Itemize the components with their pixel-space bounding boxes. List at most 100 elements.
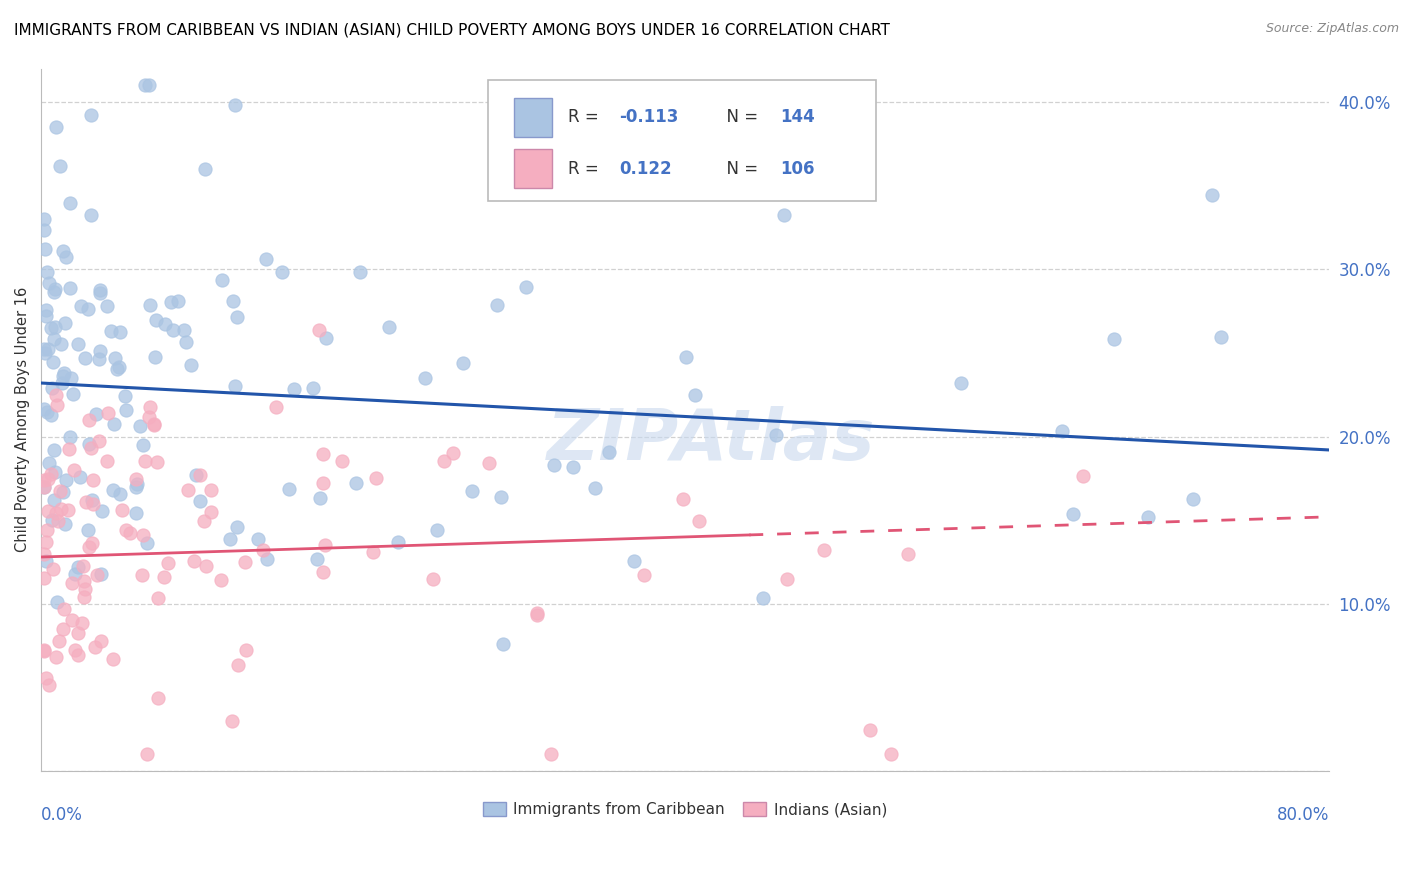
Point [139, 400, 162, 414]
Point [52, 622, 75, 636]
Point [39, 321, 62, 335]
Point [77, 413, 100, 427]
Point [38, 276, 60, 290]
Point [177, 483, 200, 497]
Point [540, 747, 562, 762]
Point [136, 747, 159, 762]
Point [39, 408, 62, 422]
Point [86, 567, 108, 582]
Point [42, 562, 65, 576]
Point [200, 505, 222, 519]
Point [60, 576, 83, 591]
Text: N =: N = [716, 108, 763, 127]
Point [35, 405, 58, 419]
Point [124, 472, 146, 486]
FancyBboxPatch shape [513, 149, 553, 188]
Point [35, 671, 58, 685]
Point [77, 437, 100, 451]
Point [349, 265, 371, 279]
Point [1136, 509, 1159, 524]
Point [330, 454, 353, 468]
Point [441, 446, 464, 460]
Point [526, 608, 548, 623]
Point [226, 520, 249, 534]
Point [72, 559, 94, 574]
Point [45, 506, 67, 520]
Point [413, 371, 436, 385]
Point [224, 378, 246, 392]
Point [247, 532, 270, 546]
Point [118, 525, 141, 540]
Point [159, 294, 181, 309]
Point [195, 559, 218, 574]
Point [688, 514, 710, 528]
Point [132, 438, 155, 452]
Point [478, 457, 501, 471]
Point [543, 458, 565, 472]
Point [683, 388, 706, 402]
Point [46, 398, 69, 412]
Point [66, 626, 89, 640]
Point [315, 330, 337, 344]
Point [125, 480, 148, 494]
Point [70, 616, 93, 631]
Point [312, 475, 335, 490]
Point [950, 376, 973, 391]
Point [34, 571, 56, 585]
Point [91, 503, 114, 517]
Text: ZIPAtlas: ZIPAtlas [547, 407, 875, 475]
Point [218, 532, 240, 546]
Point [34, 480, 56, 494]
Point [42, 332, 65, 346]
Point [633, 568, 655, 582]
Point [309, 491, 332, 505]
Point [48, 634, 70, 648]
Point [45, 595, 67, 609]
Point [75, 351, 97, 365]
Point [307, 551, 329, 566]
Point [1052, 424, 1074, 438]
Point [283, 382, 305, 396]
Point [34, 644, 56, 658]
Point [180, 359, 202, 373]
Point [42, 355, 65, 369]
Point [51, 376, 73, 390]
Point [426, 523, 449, 537]
Point [772, 208, 794, 222]
Point [153, 570, 176, 584]
Point [136, 536, 159, 550]
Point [53, 516, 76, 531]
Point [80, 492, 103, 507]
Point [489, 491, 512, 505]
Point [200, 483, 222, 498]
Point [89, 286, 111, 301]
Point [77, 301, 100, 316]
Point [80, 209, 103, 223]
Point [110, 486, 132, 500]
Point [62, 386, 84, 401]
Text: R =: R = [568, 160, 603, 178]
Point [73, 574, 96, 589]
Point [311, 565, 333, 579]
Point [578, 153, 600, 168]
Point [433, 454, 456, 468]
Point [100, 324, 122, 338]
Point [188, 467, 211, 482]
Point [134, 78, 156, 93]
Point [56, 503, 79, 517]
Point [167, 294, 190, 309]
Point [562, 460, 585, 475]
Point [143, 417, 166, 431]
Point [89, 434, 111, 448]
Point [583, 481, 606, 495]
Point [598, 444, 620, 458]
Point [221, 714, 243, 729]
Point [41, 381, 63, 395]
Point [131, 567, 153, 582]
Point [89, 283, 111, 297]
Point [114, 389, 136, 403]
Point [34, 243, 56, 257]
Point [49, 502, 72, 516]
Point [880, 747, 903, 762]
Point [45, 120, 67, 135]
